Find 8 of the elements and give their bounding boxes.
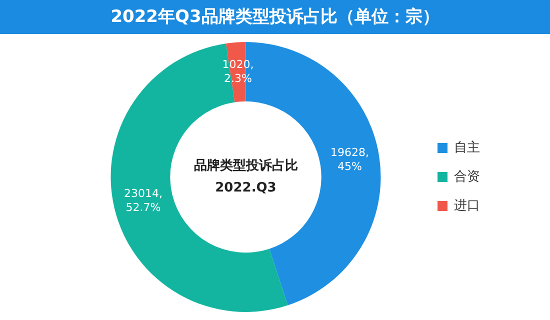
text: 2022.Q3 [215, 180, 276, 196]
data-label: 19628, 45% [330, 146, 369, 174]
data-label: 23014, 52.7% [124, 187, 163, 214]
legend-label: 进口 [454, 198, 480, 214]
legend-label: 合资 [454, 169, 480, 184]
legend-label: 自主 [454, 139, 480, 156]
chart-title: 2022年Q3品牌类型投诉占比（单位：宗） [0, 0, 550, 34]
text: 品牌类型投诉占比 [194, 157, 298, 174]
